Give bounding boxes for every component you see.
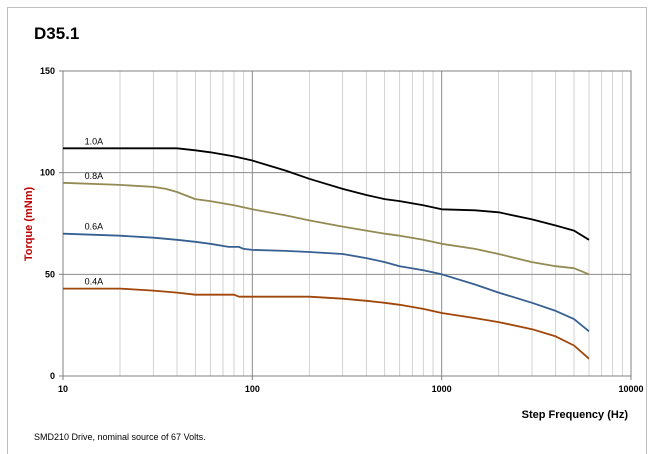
x-tick-label: 1000 bbox=[432, 384, 452, 394]
series-line-0-8A bbox=[62, 181, 590, 276]
y-axis-label: Torque (mNm) bbox=[23, 186, 35, 261]
series-label-0-6A: 0.6A bbox=[85, 222, 104, 232]
x-axis-label: Step Frequency (Hz) bbox=[522, 409, 629, 421]
series-label-0-8A: 0.8A bbox=[85, 171, 104, 181]
footnote: SMD210 Drive, nominal source of 67 Volts… bbox=[34, 432, 206, 442]
y-tick-label: 150 bbox=[40, 66, 55, 76]
y-tick-label: 0 bbox=[50, 371, 55, 381]
series-line-0-6A bbox=[62, 232, 590, 332]
series-label-0-4A: 0.4A bbox=[85, 277, 104, 287]
x-tick-label: 100 bbox=[245, 384, 260, 394]
chart-frame bbox=[7, 7, 647, 454]
plot-area bbox=[62, 70, 632, 377]
page-title: D35.1 bbox=[34, 24, 80, 43]
x-tick-label: 10000 bbox=[618, 384, 643, 394]
y-tick-label: 50 bbox=[45, 269, 55, 279]
series-line-0-4A bbox=[63, 287, 590, 360]
y-tick-label: 100 bbox=[40, 168, 55, 178]
x-tick-label: 10 bbox=[58, 384, 68, 394]
series-label-1-0A: 1.0A bbox=[85, 136, 104, 146]
series-line-1-0A bbox=[63, 147, 590, 241]
